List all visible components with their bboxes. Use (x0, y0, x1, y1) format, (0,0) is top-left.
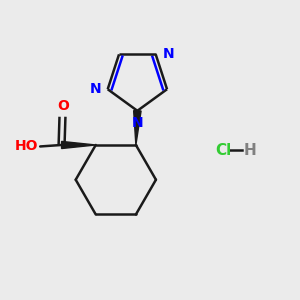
Text: H: H (244, 142, 256, 158)
Text: N: N (132, 116, 144, 130)
Text: N: N (89, 82, 101, 96)
Text: HO: HO (15, 140, 39, 154)
Text: Cl: Cl (215, 142, 232, 158)
Text: O: O (57, 99, 69, 113)
Polygon shape (134, 111, 141, 145)
Polygon shape (61, 141, 96, 148)
Text: N: N (162, 47, 174, 61)
